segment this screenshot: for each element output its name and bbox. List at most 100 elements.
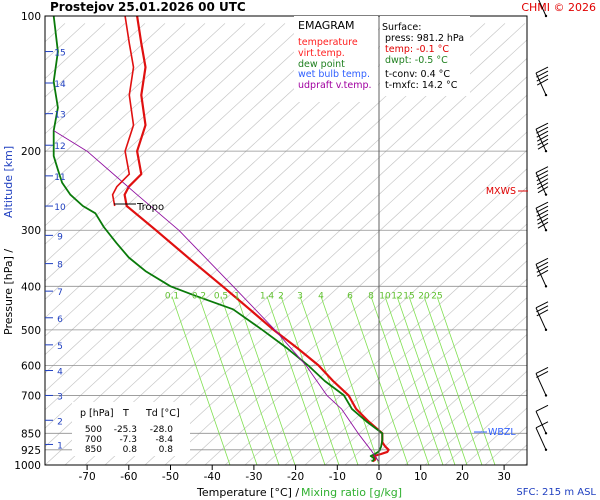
dry-adiabat-line <box>45 23 86 61</box>
dry-adiabat-line <box>45 23 146 116</box>
wind-barb <box>535 66 549 97</box>
x-axis-title-temp: Temperature [°C] / <box>196 486 299 499</box>
y-tick-label: 850 <box>21 428 41 440</box>
dry-adiabat-line <box>324 278 527 465</box>
wind-barb-flag <box>536 305 549 313</box>
dry-adiabat-line <box>444 389 527 465</box>
wind-barb-flag <box>536 74 549 82</box>
mixing-ratio-label: 1 <box>234 291 240 301</box>
wind-barb-flag <box>535 66 549 74</box>
mixing-ratio-line <box>384 296 444 465</box>
wind-barb-base <box>544 285 548 288</box>
dry-adiabat-line <box>565 23 600 465</box>
wind-barb-flag <box>535 201 549 209</box>
table-cell: 700 <box>85 435 102 445</box>
mixing-ratio-line <box>171 296 231 465</box>
altitude-tick-label: 15 <box>54 49 65 59</box>
y-tick-label: 200 <box>21 146 41 158</box>
x-tick-label: 10 <box>414 471 427 483</box>
mixing-ratio-label: 20 <box>418 291 430 301</box>
x-tick-label: -60 <box>120 471 137 483</box>
mixing-ratio-label: 1.4 <box>260 291 275 301</box>
y-tick-label: 500 <box>21 325 41 337</box>
y-tick-label: 925 <box>21 445 41 457</box>
dry-adiabat-line <box>545 23 600 465</box>
datetime-title: 25.01.2026 00 UTC <box>118 0 246 14</box>
wind-barb-flag <box>537 221 549 229</box>
wind-barb-flag <box>537 182 549 190</box>
level-table-box <box>72 402 190 456</box>
altitude-tick-label: 7 <box>57 288 63 298</box>
wind-barb-base <box>544 229 548 232</box>
altitude-tick-label: 1 <box>57 441 63 451</box>
dry-adiabat-line <box>45 23 466 411</box>
altitude-tick-label: 11 <box>54 173 65 183</box>
table-cell: -28.0 <box>150 425 174 435</box>
dry-adiabat-line <box>344 297 527 465</box>
wind-barb-flag <box>536 174 549 182</box>
legend-item-temperature: temperature <box>298 37 358 48</box>
mixing-ratio-line <box>408 296 468 465</box>
wind-barb-flag <box>535 166 549 174</box>
mixing-ratio-line <box>220 296 280 465</box>
mixing-ratio-lines <box>171 296 496 465</box>
tropo-label: Tropo <box>136 202 164 213</box>
y-tick-label: 400 <box>21 281 41 293</box>
dry-adiabat-line <box>164 131 527 465</box>
altitude-tick-label: 8 <box>57 261 63 271</box>
dry-adiabat-line <box>45 23 286 245</box>
x-tick-label: -40 <box>204 471 221 483</box>
y-tick-label: 100 <box>21 11 41 23</box>
mixing-ratio-label: 4 <box>318 291 324 301</box>
annotations: Tropo MXWS WBZL SFC: 215 m ASL <box>114 186 596 498</box>
wind-barb <box>535 257 549 288</box>
wind-barb-base <box>544 93 548 97</box>
altitude-tick-label: 14 <box>54 80 66 90</box>
mixing-ratio-line <box>396 296 456 465</box>
mixing-ratio-label: 0.5 <box>214 291 228 301</box>
dry-adiabat-line <box>45 23 226 190</box>
wind-barb-flag <box>537 217 549 225</box>
altitude-tick-label: 9 <box>57 232 63 242</box>
dry-adiabat-line <box>45 23 446 392</box>
x-tick-label: -30 <box>245 471 262 483</box>
table-cell: -8.4 <box>155 435 173 445</box>
dry-adiabat-line <box>45 23 366 319</box>
dry-adiabat-line <box>0 23 5 465</box>
x-tick-label: 0 <box>376 471 383 483</box>
wind-barb-flag <box>536 134 549 142</box>
dry-adiabat-line <box>284 241 527 465</box>
altitude-tick-label: 5 <box>57 342 63 352</box>
grid-lines <box>0 16 600 465</box>
y-tick-label: 1000 <box>14 460 41 472</box>
wind-barb-base <box>544 149 548 153</box>
mixing-ratio-line <box>423 296 483 465</box>
dry-adiabat-line <box>364 315 527 465</box>
wind-barb <box>538 0 548 18</box>
dry-adiabat-line <box>45 23 206 172</box>
surface-tmxfc: t-mxfc: 14.2 °C <box>385 80 458 91</box>
mixing-ratio-line <box>198 296 258 465</box>
wind-barb <box>535 367 549 397</box>
wind-barb-base <box>544 328 548 332</box>
dry-adiabat-line <box>45 23 526 465</box>
surface-press: press: 981.2 hPa <box>385 33 464 44</box>
wind-barb-flag <box>536 70 549 78</box>
station-title: Prostejov <box>50 0 114 14</box>
dry-adiabat-line <box>424 370 527 465</box>
surface-title: Surface: <box>382 22 421 33</box>
mixing-ratio-label: 0.1 <box>165 291 179 301</box>
surface-temp: temp: -0.1 °C <box>385 44 449 55</box>
wind-barb-base <box>544 394 548 397</box>
altitude-tick-label: 6 <box>57 315 63 325</box>
x-tick-label: -20 <box>287 471 304 483</box>
altitude-tick-label: 12 <box>54 142 65 152</box>
dry-adiabat-line <box>404 352 527 465</box>
altitude-tick-label: 13 <box>54 111 65 121</box>
wind-barb-flag <box>536 126 549 134</box>
wind-barb <box>535 166 549 196</box>
wind-barb <box>535 421 549 451</box>
legend-item-virt-temp: virt.temp. <box>298 48 345 59</box>
wind-barb-flag <box>536 269 549 277</box>
